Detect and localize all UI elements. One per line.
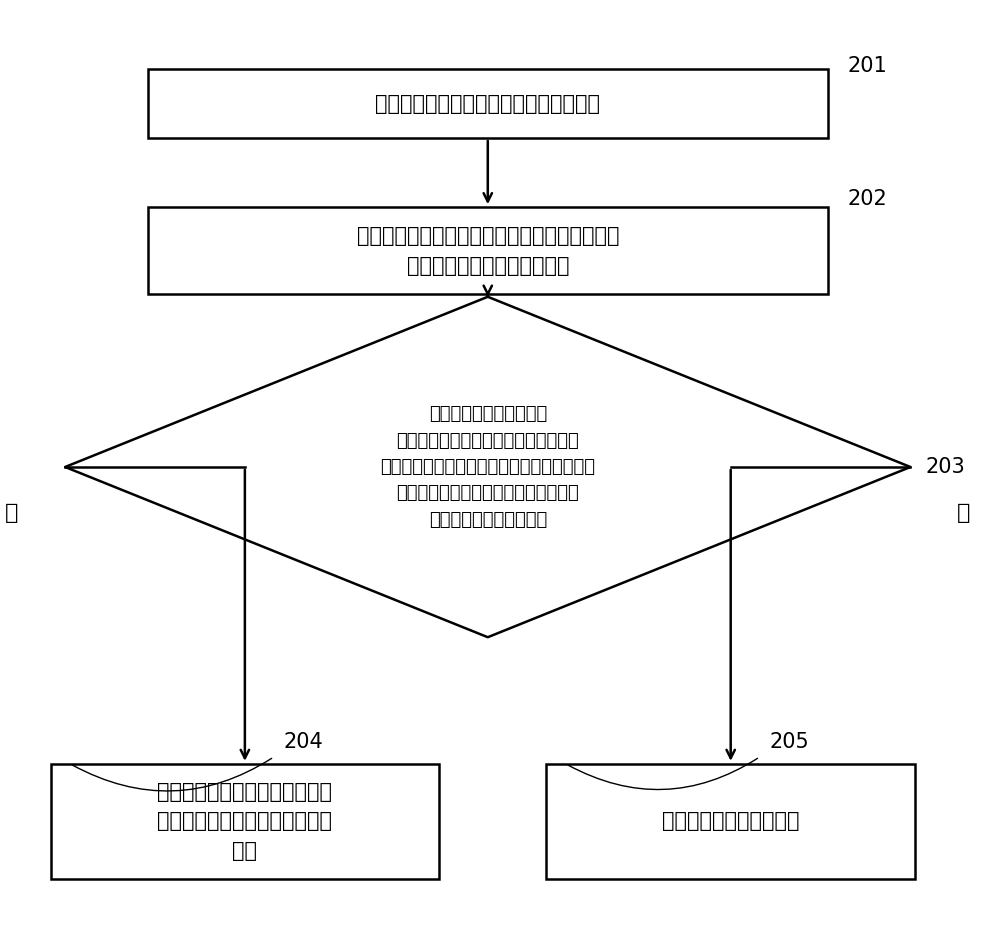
Text: 203: 203 (925, 457, 965, 477)
Text: 201: 201 (847, 56, 887, 76)
Bar (148, 207, 828, 294)
Text: 确定该待查找故障不存在: 确定该待查找故障不存在 (662, 812, 799, 831)
Text: 在查找故障时，获取待查找故障的描述符: 在查找故障时，获取待查找故障的描述符 (375, 93, 600, 114)
Text: 202: 202 (847, 190, 887, 209)
Text: 确定该待查找故障存在，返回所
述特征值对应的故障信息的存储
地址: 确定该待查找故障存在，返回所 述特征值对应的故障信息的存储 地址 (157, 782, 332, 861)
Text: 204: 204 (284, 732, 323, 752)
Text: 否: 否 (957, 503, 971, 523)
Bar (51, 764, 439, 879)
Bar (546, 764, 915, 879)
Text: 以该特征值为索引，遍历
与多个已注入故障的特征值对应的多个
红黑树节点，判断与多个已注入故障的特征值
对应的多个红黑树节点是否存在与所述
特征值对应的红黑树节点: 以该特征值为索引，遍历 与多个已注入故障的特征值对应的多个 红黑树节点，判断与多… (380, 405, 595, 529)
Text: 205: 205 (770, 732, 809, 752)
Bar (148, 69, 828, 138)
Text: 是: 是 (5, 503, 18, 523)
Polygon shape (65, 297, 910, 637)
Text: 对该待查找故障的描述符进行哈希运算，从所述
哈希运算的结果中提取特征值: 对该待查找故障的描述符进行哈希运算，从所述 哈希运算的结果中提取特征值 (357, 226, 619, 276)
